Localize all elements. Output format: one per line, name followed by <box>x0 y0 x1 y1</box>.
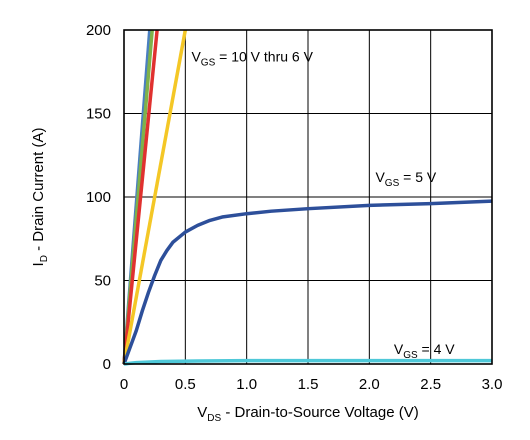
annotations: VGS = 10 V thru 6 V VGS = 5 V VGS = 4 V <box>191 49 455 361</box>
y-tick-label: 200 <box>86 22 111 39</box>
y-tick-label: 150 <box>86 106 111 123</box>
y-tick-label: 50 <box>94 273 111 290</box>
x-axis-title: VDS - Drain-to-Source Voltage (V) <box>197 404 419 424</box>
series-line-5 <box>122 199 493 365</box>
series-annotation: VGS = 5 V <box>375 169 436 189</box>
series-annotation: VGS = 10 V thru 6 V <box>191 49 313 69</box>
x-tick-labels: 0 0.5 1.0 1.5 2.0 2.5 3.0 <box>120 376 503 393</box>
x-tick-label: 1.0 <box>236 376 257 393</box>
y-axis-title: ID - Drain Current (A) <box>30 128 50 267</box>
series-annotation: VGS = 4 V <box>394 341 455 361</box>
x-tick-label: 0 <box>120 376 128 393</box>
x-tick-label: 2.5 <box>420 376 441 393</box>
y-tick-label: 100 <box>86 189 111 206</box>
x-tick-label: 2.0 <box>359 376 380 393</box>
plot-frame <box>123 29 493 365</box>
x-tick-label: 1.5 <box>298 376 319 393</box>
y-tick-labels: 0 50 100 150 200 <box>86 22 111 373</box>
series-lines <box>122 29 493 366</box>
series-line-3 <box>122 29 159 365</box>
y-tick-label: 0 <box>103 356 111 373</box>
series-line-6 <box>123 358 492 366</box>
x-tick-label: 3.0 <box>482 376 503 393</box>
x-tick-label: 0.5 <box>175 376 196 393</box>
series-line-4 <box>122 29 188 365</box>
grid <box>124 30 492 364</box>
